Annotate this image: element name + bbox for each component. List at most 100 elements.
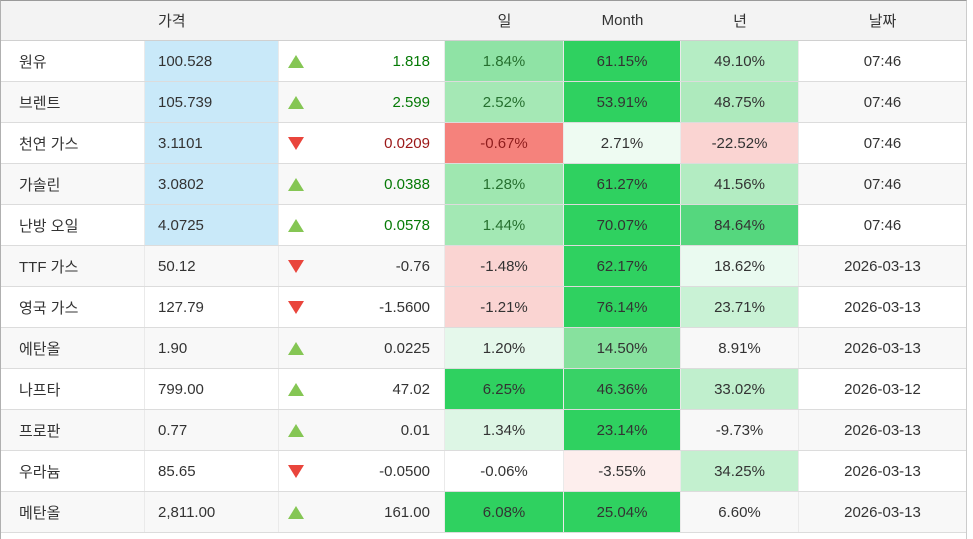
price-value: 127.79	[145, 287, 279, 327]
direction-arrow-icon	[288, 218, 304, 232]
change-value: 0.0388	[384, 175, 430, 193]
change-value: 161.00	[384, 503, 430, 521]
commodity-name-link[interactable]: 천연 가스	[1, 123, 145, 163]
change-value: 0.01	[400, 421, 430, 439]
price-value: 3.1101	[145, 123, 279, 163]
table-row[interactable]: 메탄올 2,811.00 161.00 6.08% 25.04% 6.60% 2…	[1, 492, 966, 533]
price-value: 85.65	[145, 451, 279, 491]
change-cell: -0.0500	[279, 451, 445, 491]
date-value: 07:46	[863, 216, 902, 234]
change-value: 0.0225	[384, 339, 430, 357]
change-cell: 0.0209	[279, 123, 445, 163]
day-percent-cell: 6.25%	[445, 369, 564, 409]
change-cell: 0.0578	[279, 205, 445, 245]
year-percent-cell: 33.02%	[681, 369, 799, 409]
day-percent-cell: -0.67%	[445, 123, 564, 163]
date-value: 2026-03-13	[844, 257, 921, 275]
commodity-name-link[interactable]: 메탄올	[1, 492, 145, 532]
table-row[interactable]: 원유 100.528 1.818 1.84% 61.15% 49.10% 07:…	[1, 41, 966, 82]
day-percent-cell: 1.34%	[445, 410, 564, 450]
price-value: 3.0802	[145, 164, 279, 204]
month-percent-cell: 61.27%	[564, 164, 681, 204]
commodity-name-link[interactable]: 프로판	[1, 410, 145, 450]
year-percent-cell: 18.62%	[681, 246, 799, 286]
change-cell: 161.00	[279, 492, 445, 532]
day-percent-cell: 2.52%	[445, 82, 564, 122]
direction-arrow-icon	[288, 505, 304, 519]
month-percent-cell: 46.36%	[564, 369, 681, 409]
header-year: 년	[733, 13, 747, 30]
change-value: -0.0500	[379, 462, 430, 480]
price-value: 105.739	[145, 82, 279, 122]
price-value: 4.0725	[145, 205, 279, 245]
table-row[interactable]: 우라늄 85.65 -0.0500 -0.06% -3.55% 34.25% 2…	[1, 451, 966, 492]
month-percent-cell: 23.14%	[564, 410, 681, 450]
table-row[interactable]: 천연 가스 3.1101 0.0209 -0.67% 2.71% -22.52%…	[1, 123, 966, 164]
month-percent-cell: 76.14%	[564, 287, 681, 327]
day-percent-cell: -1.21%	[445, 287, 564, 327]
month-percent-cell: 2.71%	[564, 123, 681, 163]
change-cell: -0.76	[279, 246, 445, 286]
price-value: 50.12	[145, 246, 279, 286]
commodity-name-link[interactable]: 에탄올	[1, 328, 145, 368]
commodity-name-link[interactable]: 난방 오일	[1, 205, 145, 245]
year-percent-cell: 23.71%	[681, 287, 799, 327]
direction-arrow-icon	[288, 95, 304, 109]
date-value: 2026-03-13	[844, 503, 921, 521]
month-percent-cell: 61.15%	[564, 41, 681, 81]
date-value: 07:46	[863, 175, 902, 193]
date-value: 07:46	[863, 134, 902, 152]
header-commodity	[1, 1, 145, 40]
change-value: 47.02	[392, 380, 430, 398]
change-cell: 0.0388	[279, 164, 445, 204]
table-row[interactable]: 브렌트 105.739 2.599 2.52% 53.91% 48.75% 07…	[1, 82, 966, 123]
change-value: -1.5600	[379, 298, 430, 316]
year-percent-cell: -9.73%	[681, 410, 799, 450]
direction-arrow-icon	[288, 341, 304, 355]
change-cell: -1.5600	[279, 287, 445, 327]
date-value: 07:46	[863, 93, 902, 111]
direction-arrow-icon	[288, 382, 304, 396]
day-percent-cell: -0.06%	[445, 451, 564, 491]
change-cell: 2.599	[279, 82, 445, 122]
day-percent-cell: 1.84%	[445, 41, 564, 81]
direction-arrow-icon	[288, 259, 304, 273]
month-percent-cell: 70.07%	[564, 205, 681, 245]
change-value: 0.0578	[384, 216, 430, 234]
change-value: 2.599	[392, 93, 430, 111]
day-percent-cell: 6.08%	[445, 492, 564, 532]
header-date: 날짜	[868, 13, 897, 30]
date-value: 2026-03-13	[844, 298, 921, 316]
price-value: 100.528	[145, 41, 279, 81]
table-row[interactable]: 난방 오일 4.0725 0.0578 1.44% 70.07% 84.64% …	[1, 205, 966, 246]
commodity-name-link[interactable]: TTF 가스	[1, 246, 145, 286]
commodity-name-link[interactable]: 나프타	[1, 369, 145, 409]
price-value: 1.90	[145, 328, 279, 368]
table-row[interactable]: 가솔린 3.0802 0.0388 1.28% 61.27% 41.56% 07…	[1, 164, 966, 205]
month-percent-cell: 14.50%	[564, 328, 681, 368]
year-percent-cell: 84.64%	[681, 205, 799, 245]
table-row[interactable]: TTF 가스 50.12 -0.76 -1.48% 62.17% 18.62% …	[1, 246, 966, 287]
commodity-name-link[interactable]: 우라늄	[1, 451, 145, 491]
change-cell: 47.02	[279, 369, 445, 409]
table-row[interactable]: 프로판 0.77 0.01 1.34% 23.14% -9.73% 2026-0…	[1, 410, 966, 451]
price-value: 2,811.00	[145, 492, 279, 532]
change-value: -0.76	[395, 257, 430, 275]
month-percent-cell: -3.55%	[564, 451, 681, 491]
year-percent-cell: 49.10%	[681, 41, 799, 81]
commodity-name-link[interactable]: 브렌트	[1, 82, 145, 122]
table-row[interactable]: 영국 가스 127.79 -1.5600 -1.21% 76.14% 23.71…	[1, 287, 966, 328]
year-percent-cell: 41.56%	[681, 164, 799, 204]
commodity-name-link[interactable]: 영국 가스	[1, 287, 145, 327]
date-value: 2026-03-12	[844, 380, 921, 398]
commodity-name-link[interactable]: 가솔린	[1, 164, 145, 204]
year-percent-cell: 48.75%	[681, 82, 799, 122]
year-percent-cell: 34.25%	[681, 451, 799, 491]
table-row[interactable]: 나프타 799.00 47.02 6.25% 46.36% 33.02% 202…	[1, 369, 966, 410]
commodity-name-link[interactable]: 원유	[1, 41, 145, 81]
table-body: 원유 100.528 1.818 1.84% 61.15% 49.10% 07:…	[1, 41, 966, 533]
date-value: 2026-03-13	[844, 462, 921, 480]
direction-arrow-icon	[288, 464, 304, 478]
table-row[interactable]: 에탄올 1.90 0.0225 1.20% 14.50% 8.91% 2026-…	[1, 328, 966, 369]
day-percent-cell: -1.48%	[445, 246, 564, 286]
